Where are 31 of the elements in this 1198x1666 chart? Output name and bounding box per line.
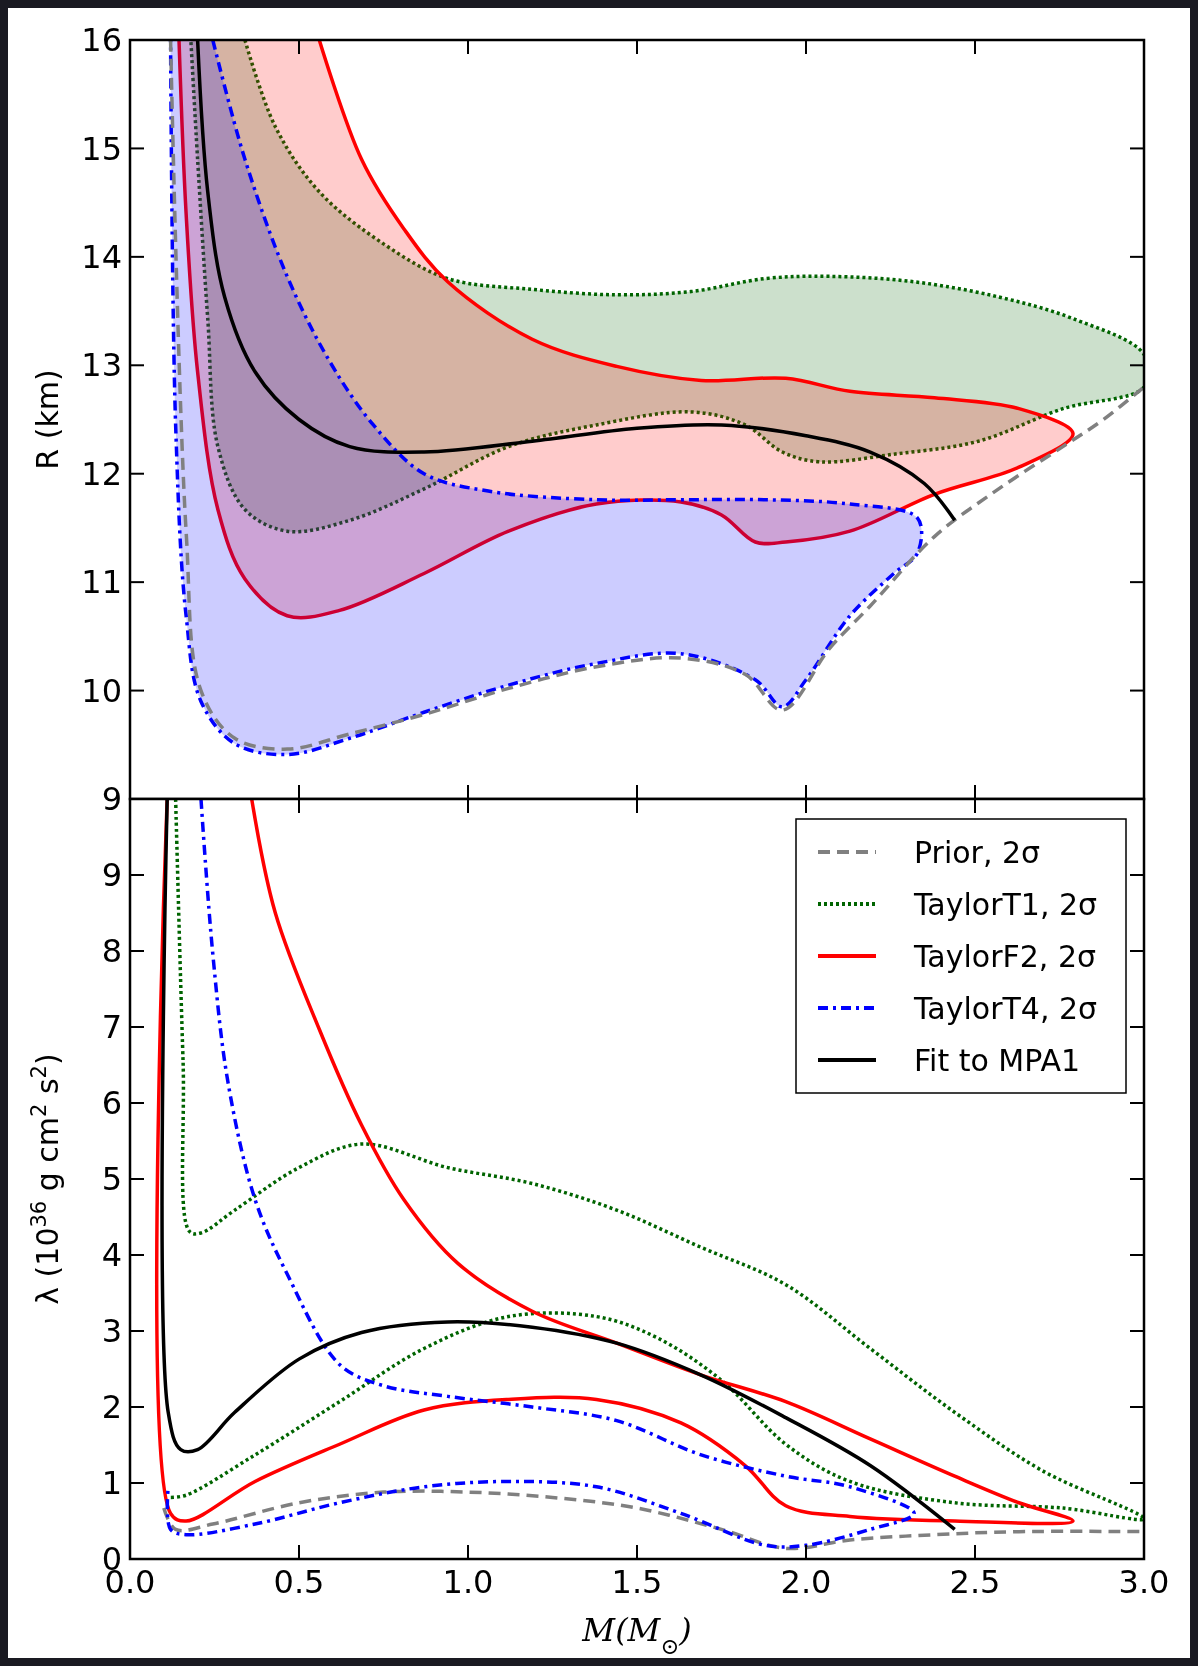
y-axis-title: R (km): [30, 369, 65, 470]
legend-label: TaylorF2, 2σ: [913, 938, 1097, 974]
x-tick-label: 2.5: [949, 1563, 1001, 1601]
y-tick-label: 9: [101, 856, 122, 895]
legend-label: TaylorT4, 2σ: [913, 990, 1098, 1026]
y-tick-label: 10: [81, 671, 122, 710]
y-tick-label: 15: [81, 129, 122, 168]
x-tick-label: 1.5: [611, 1563, 663, 1601]
x-tick-label: 0.5: [273, 1563, 325, 1601]
y-tick-label: 2: [101, 1388, 122, 1427]
y-tick-label: 9: [101, 780, 122, 819]
y-tick-label: 16: [81, 21, 122, 60]
y-tick-label: 4: [101, 1236, 122, 1275]
line-series: [168, 40, 1144, 751]
y-tick-label: 6: [101, 1084, 122, 1123]
y-tick-label: 5: [101, 1160, 122, 1199]
y-tick-label: 7: [101, 1008, 122, 1047]
y-tick-label: 3: [101, 1312, 122, 1351]
y-tick-label: 13: [81, 346, 122, 385]
legend-label: Fit to MPA1: [914, 1042, 1081, 1078]
legend-label: TaylorT1, 2σ: [913, 886, 1098, 922]
legend-label: Prior, 2σ: [914, 834, 1041, 870]
y-tick-label: 12: [81, 454, 122, 493]
y-tick-label: 14: [81, 238, 122, 277]
x-tick-label: 3.0: [1118, 1563, 1170, 1601]
x-tick-label: 1.0: [442, 1563, 494, 1601]
y-tick-label: 8: [101, 932, 122, 971]
y-tick-label: 11: [81, 563, 122, 602]
x-tick-label: 2.0: [780, 1563, 832, 1601]
x-axis-title: M(M$_{⊙}$): [581, 1611, 692, 1659]
y-tick-label: 1: [101, 1464, 122, 1503]
